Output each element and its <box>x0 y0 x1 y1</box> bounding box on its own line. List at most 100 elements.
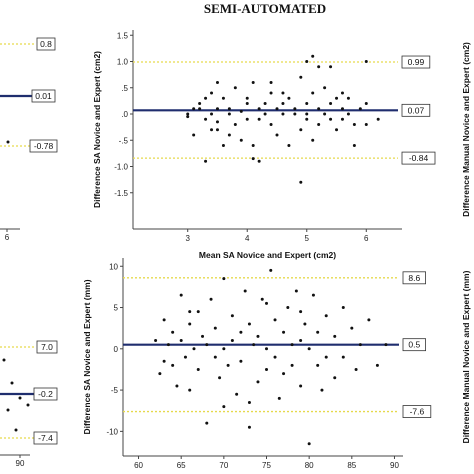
bottom-data-point <box>256 334 260 338</box>
bottom-data-point <box>269 268 273 272</box>
top-data-point <box>305 102 309 105</box>
bottom-data-point <box>324 314 328 318</box>
bottom-data-point <box>316 330 320 334</box>
top-data-point <box>352 123 356 126</box>
top-data-point <box>251 81 255 84</box>
top-y-tick-label: .0 <box>121 110 128 119</box>
top-data-point <box>329 65 333 69</box>
bottom-data-point <box>218 376 222 380</box>
top-data-point <box>293 107 297 111</box>
top-data-point <box>299 180 303 184</box>
left-bottom-mean-box <box>33 387 58 401</box>
bottom-upper-label: 8.6 <box>408 273 420 283</box>
bottom-data-point <box>209 297 213 301</box>
left-top-upper-label: 0.8 <box>40 39 52 49</box>
top-data-point <box>352 144 356 147</box>
bottom-data-point <box>265 367 268 371</box>
bottom-data-point <box>290 363 294 367</box>
top-data-point <box>204 96 208 100</box>
bottom-data-point <box>324 355 328 359</box>
bottom-data-point <box>171 330 175 334</box>
bottom-data-point <box>341 306 345 310</box>
top-data-point <box>198 102 202 105</box>
bottom-data-point <box>226 363 230 367</box>
bottom-x-tick-label: 90 <box>390 461 399 470</box>
left-bottom-data-point <box>10 381 14 385</box>
bottom-data-point <box>290 343 294 347</box>
top-data-point <box>311 91 315 95</box>
bottom-y-tick-label: 5 <box>114 304 119 313</box>
bottom-data-point <box>239 330 243 334</box>
top-y-tick-label: 1.0 <box>117 58 129 67</box>
top-data-point <box>221 144 225 147</box>
bottom-data-point <box>243 289 247 293</box>
bottom-x-tick-label: 85 <box>347 461 356 470</box>
bottom-data-point <box>350 326 354 330</box>
top-data-point <box>263 112 267 116</box>
bottom-data-point <box>265 301 268 305</box>
top-data-point <box>311 54 315 58</box>
top-data-point <box>204 159 208 163</box>
left-bottom-data-point <box>2 358 6 362</box>
left-bottom-partial-panel: 90 7.0 -0.2 -7.4 <box>0 340 58 468</box>
top-data-point <box>227 107 231 111</box>
top-data-point <box>305 60 309 63</box>
top-data-point <box>340 117 344 121</box>
bottom-data-point <box>183 355 187 359</box>
top-data-point <box>215 128 219 132</box>
bottom-data-point <box>179 293 183 297</box>
top-data-point <box>376 117 380 121</box>
bottom-data-point <box>188 322 192 326</box>
bottom-x-tick-label: 70 <box>219 461 228 470</box>
top-data-point <box>257 159 261 163</box>
bottom-data-point <box>311 293 315 297</box>
top-y-tick-label: -1.5 <box>114 189 128 198</box>
top-data-point <box>340 91 344 95</box>
bottom-data-point <box>354 367 358 371</box>
bottom-data-point <box>235 392 239 396</box>
top-x-tick-label: 6 <box>364 234 369 243</box>
bottom-data-point <box>384 343 388 347</box>
top-data-point <box>251 157 255 161</box>
left-bottom-upper-label: 7.0 <box>41 342 53 352</box>
top-data-point <box>257 107 261 111</box>
bottom-y-tick-label: -10 <box>106 427 118 436</box>
bottom-data-point <box>307 442 311 446</box>
bottom-data-point <box>196 310 200 314</box>
top-lower-box <box>401 151 436 165</box>
top-data-point <box>269 81 273 84</box>
top-data-point <box>245 117 249 121</box>
left-top-upper-box <box>36 37 56 51</box>
bottom-x-tick-label: 60 <box>134 461 143 470</box>
top-data-point <box>215 120 219 124</box>
top-data-point <box>293 112 297 116</box>
top-main-panel: 1.5 1.0 .5 .0 -.5 -1.0 -1.5 3 4 5 6 0.99 0.07 -0.84 Me… <box>92 30 471 260</box>
bottom-lower-box <box>402 405 432 418</box>
top-data-point <box>239 138 243 142</box>
top-y-tick-label: -.5 <box>119 136 129 145</box>
left-bottom-data-point <box>6 408 10 412</box>
top-x-tick-label: 4 <box>245 234 250 243</box>
bottom-data-point <box>171 363 175 367</box>
bottom-data-point <box>333 376 337 380</box>
bottom-data-point <box>282 372 286 376</box>
bottom-data-point <box>333 334 337 338</box>
bottom-y-axis-title: Difference SA Novice and Expert (mm) <box>82 279 92 434</box>
top-data-point <box>329 117 333 121</box>
top-data-point <box>358 107 362 111</box>
top-mean-label: 0.07 <box>408 105 425 115</box>
top-data-point <box>305 117 309 121</box>
top-data-point <box>227 112 231 116</box>
top-data-point <box>221 96 225 100</box>
top-data-point <box>198 107 202 111</box>
bottom-data-point <box>247 425 251 429</box>
bottom-data-point <box>188 310 192 314</box>
bottom-x-tick-label: 75 <box>262 461 271 470</box>
left-top-lower-box <box>29 139 58 153</box>
bottom-data-point <box>299 384 303 388</box>
left-bottom-upper-box <box>36 340 58 354</box>
top-data-point <box>251 144 255 147</box>
bottom-data-point <box>260 297 264 301</box>
top-x-tick-label: 3 <box>185 234 190 243</box>
